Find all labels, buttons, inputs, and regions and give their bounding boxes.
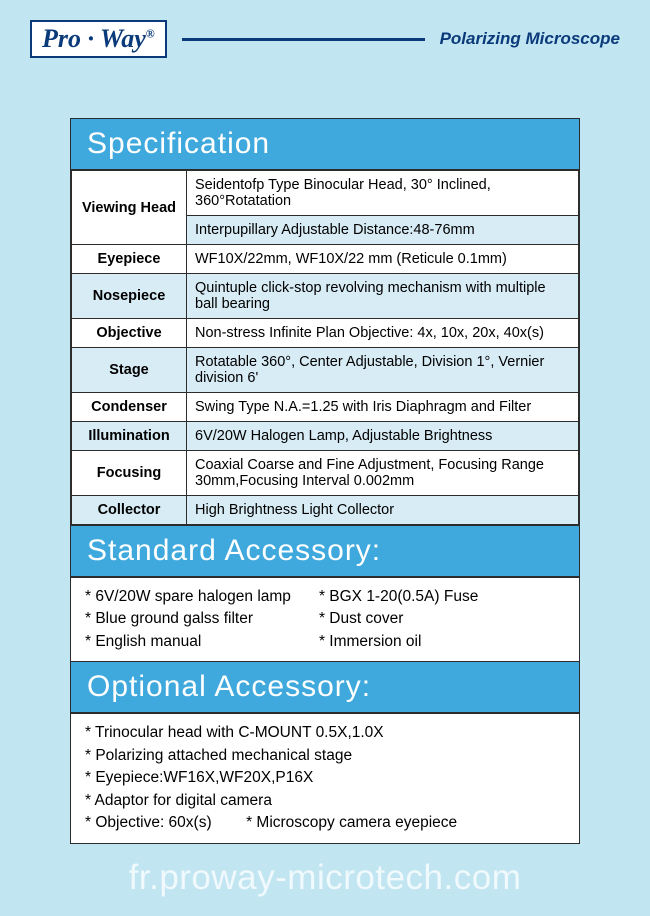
specification-heading: Specification bbox=[71, 119, 579, 170]
list-item: * 6V/20W spare halogen lamp bbox=[85, 586, 291, 608]
specification-table: Viewing HeadSeidentofp Type Binocular He… bbox=[71, 170, 579, 525]
page-header: Pro · Way® Polarizing Microscope bbox=[0, 0, 650, 68]
list-item: * English manual bbox=[85, 631, 291, 653]
standard-accessory-heading: Standard Accessory: bbox=[71, 525, 579, 577]
spec-label: Nosepiece bbox=[72, 274, 187, 319]
table-row: FocusingCoaxial Coarse and Fine Adjustme… bbox=[72, 451, 579, 496]
list-item: * Polarizing attached mechanical stage bbox=[85, 745, 565, 767]
spec-label: Eyepiece bbox=[72, 245, 187, 274]
spec-label: Illumination bbox=[72, 422, 187, 451]
table-row: Viewing HeadSeidentofp Type Binocular He… bbox=[72, 171, 579, 216]
standard-accessory-col1: * 6V/20W spare halogen lamp* Blue ground… bbox=[85, 586, 291, 653]
spec-label: Focusing bbox=[72, 451, 187, 496]
spec-value: High Brightness Light Collector bbox=[187, 496, 579, 525]
spec-value: Non-stress Infinite Plan Objective: 4x, … bbox=[187, 319, 579, 348]
spec-value: Seidentofp Type Binocular Head, 30° Incl… bbox=[187, 171, 579, 216]
spec-label: Objective bbox=[72, 319, 187, 348]
spec-value: Swing Type N.A.=1.25 with Iris Diaphragm… bbox=[187, 393, 579, 422]
spec-label: Collector bbox=[72, 496, 187, 525]
table-row: EyepieceWF10X/22mm, WF10X/22 mm (Reticul… bbox=[72, 245, 579, 274]
list-item: * Eyepiece:WF16X,WF20X,P16X bbox=[85, 767, 565, 789]
table-row: CollectorHigh Brightness Light Collector bbox=[72, 496, 579, 525]
spec-value: Coaxial Coarse and Fine Adjustment, Focu… bbox=[187, 451, 579, 496]
list-item: * Immersion oil bbox=[319, 631, 478, 653]
optional-accessory-block: * Trinocular head with C-MOUNT 0.5X,1.0X… bbox=[71, 713, 579, 842]
standard-accessory-block: * 6V/20W spare halogen lamp* Blue ground… bbox=[71, 577, 579, 661]
brand-logo: Pro · Way® bbox=[30, 20, 167, 58]
spec-value: 6V/20W Halogen Lamp, Adjustable Brightne… bbox=[187, 422, 579, 451]
spec-label: Condenser bbox=[72, 393, 187, 422]
spec-label: Stage bbox=[72, 348, 187, 393]
list-item: * BGX 1-20(0.5A) Fuse bbox=[319, 586, 478, 608]
table-row: CondenserSwing Type N.A.=1.25 with Iris … bbox=[72, 393, 579, 422]
spec-sheet: Specification Viewing HeadSeidentofp Typ… bbox=[70, 118, 580, 844]
list-item: * Adaptor for digital camera bbox=[85, 790, 565, 812]
header-title: Polarizing Microscope bbox=[440, 29, 620, 49]
table-row: NosepieceQuintuple click-stop revolving … bbox=[72, 274, 579, 319]
list-item: * Trinocular head with C-MOUNT 0.5X,1.0X bbox=[85, 722, 565, 744]
watermark-text: fr.proway-microtech.com bbox=[0, 858, 650, 898]
table-row: StageRotatable 360°, Center Adjustable, … bbox=[72, 348, 579, 393]
spec-value: Rotatable 360°, Center Adjustable, Divis… bbox=[187, 348, 579, 393]
optional-accessory-heading: Optional Accessory: bbox=[71, 661, 579, 713]
spec-value: Quintuple click-stop revolving mechanism… bbox=[187, 274, 579, 319]
table-row: Illumination6V/20W Halogen Lamp, Adjusta… bbox=[72, 422, 579, 451]
list-item: * Dust cover bbox=[319, 608, 478, 630]
list-item: * Blue ground galss filter bbox=[85, 608, 291, 630]
spec-label: Viewing Head bbox=[72, 171, 187, 245]
spec-value: Interpupillary Adjustable Distance:48-76… bbox=[187, 216, 579, 245]
list-item: * Objective: 60x(s) * Microscopy camera … bbox=[85, 812, 565, 834]
standard-accessory-col2: * BGX 1-20(0.5A) Fuse* Dust cover* Immer… bbox=[319, 586, 478, 653]
spec-value: WF10X/22mm, WF10X/22 mm (Reticule 0.1mm) bbox=[187, 245, 579, 274]
header-divider bbox=[182, 38, 425, 41]
table-row: ObjectiveNon-stress Infinite Plan Object… bbox=[72, 319, 579, 348]
